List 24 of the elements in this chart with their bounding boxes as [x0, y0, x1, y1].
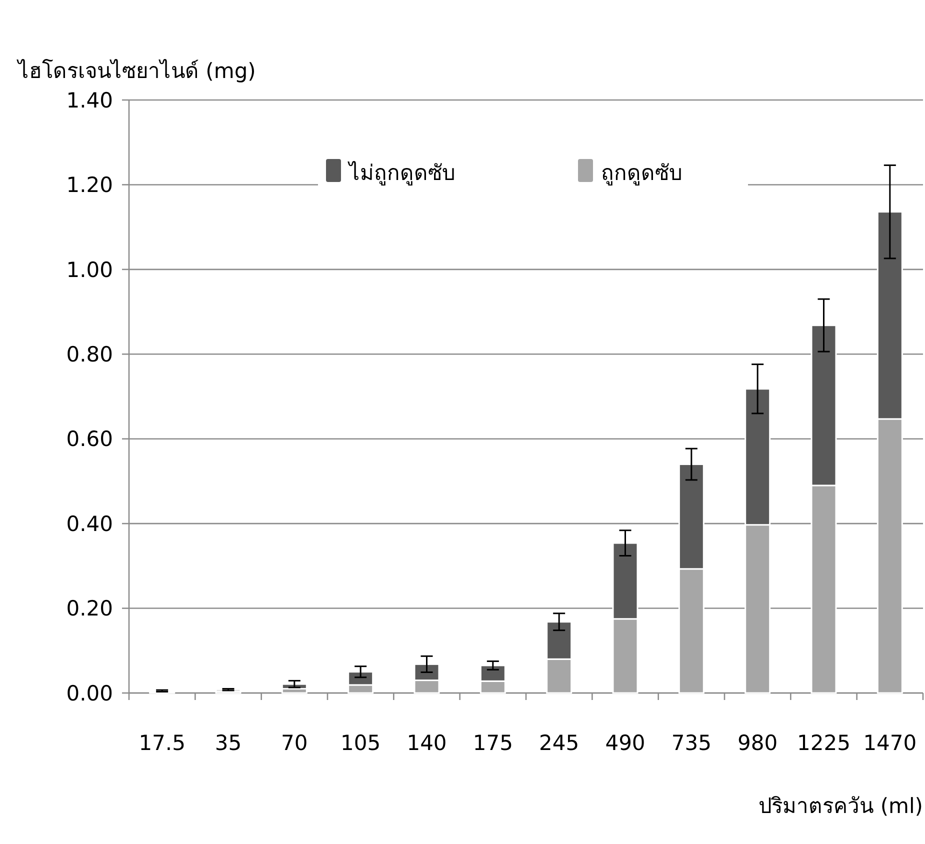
y-tick-label: 0.60 — [66, 427, 113, 452]
x-tick-label: 1225 — [797, 731, 850, 755]
x-tick-label: 490 — [605, 731, 646, 755]
legend-label: ไม่ถูกดูดซับ — [347, 161, 455, 186]
legend-label: ถูกดูดซับ — [601, 161, 682, 186]
x-tick-label: 105 — [340, 731, 381, 755]
x-tick-label: 35 — [214, 731, 242, 755]
x-tick-label: 735 — [671, 731, 712, 755]
y-tick-label: 0.00 — [66, 681, 113, 706]
x-axis-title: ปริมาตรควัน (ml) — [758, 794, 923, 818]
x-tick-label: 1470 — [863, 731, 917, 755]
x-tick-label: 17.5 — [138, 731, 186, 755]
x-tick-label: 70 — [281, 731, 308, 755]
x-tick-label: 245 — [539, 731, 580, 755]
x-tick-label: 175 — [472, 731, 513, 755]
y-tick-label: 0.80 — [66, 342, 113, 366]
y-tick-label: 0.40 — [66, 512, 113, 536]
y-tick-label: 1.00 — [66, 258, 113, 282]
x-tick-label: 140 — [406, 731, 447, 755]
x-tick-label: 980 — [738, 731, 778, 755]
y-tick-label: 0.20 — [66, 596, 113, 621]
y-tick-label: 1.40 — [66, 88, 113, 112]
y-tick-label: 1.20 — [66, 173, 113, 198]
y-axis-title: ไฮโดรเจนไซยาไนด์ (mg) — [16, 59, 256, 83]
